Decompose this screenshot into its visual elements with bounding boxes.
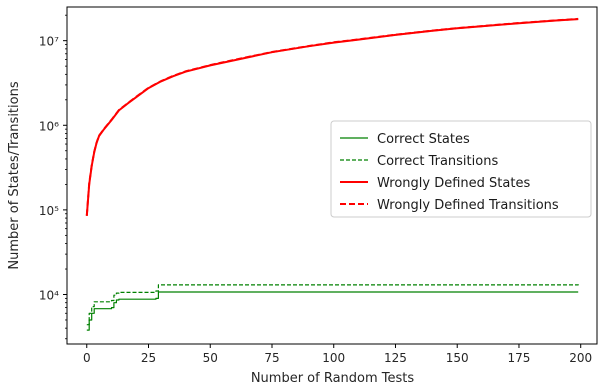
series-line-4: [85, 17, 579, 216]
x-axis-label: Number of Random Tests: [251, 371, 415, 386]
x-tick-label: 100: [322, 351, 345, 365]
y-tick-label: 10⁴: [39, 289, 59, 303]
legend-label: Wrongly Defined States: [377, 176, 530, 191]
x-tick-label: 125: [384, 351, 407, 365]
x-tick-label: 50: [203, 351, 218, 365]
series-layer: [85, 17, 579, 331]
x-tick-label: 175: [508, 351, 531, 365]
x-tick-label: 200: [569, 351, 592, 365]
y-tick-label: 10⁵: [39, 204, 59, 218]
legend-label: Correct States: [377, 132, 470, 147]
plot-frame: [66, 6, 598, 345]
x-tick-label: 150: [446, 351, 469, 365]
x-tick-label: 25: [141, 351, 156, 365]
series-line-2: [86, 284, 579, 326]
legend-label: Correct Transitions: [377, 154, 498, 169]
x-tick-label: 0: [83, 351, 91, 365]
y-tick-label: 10⁶: [39, 119, 59, 133]
legend-label: Wrongly Defined Transitions: [377, 198, 559, 213]
series-line-1: [86, 291, 579, 331]
y-tick-label: 10⁷: [39, 35, 59, 49]
y-axis-label: Number of States/Transitions: [7, 81, 22, 269]
legend-box: [330, 120, 592, 218]
x-axis: 0 25 50 75 100 125 150 175 200: [83, 344, 592, 365]
x-tick-label: 75: [264, 351, 279, 365]
legend: Correct States Correct Transitions Wrongly…: [330, 120, 592, 218]
y-axis: 10⁴ 10⁵ 10⁶ 10⁷: [39, 14, 67, 340]
